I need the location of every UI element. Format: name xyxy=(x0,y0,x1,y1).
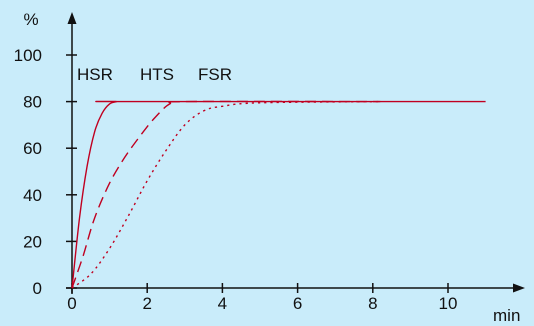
x-axis-label: min xyxy=(493,306,520,325)
axes xyxy=(66,12,525,294)
x-tick-label: 4 xyxy=(218,294,227,313)
x-tick-label: 0 xyxy=(67,294,76,313)
series-label-fsr: FSR xyxy=(198,65,232,84)
series-label-hsr: HSR xyxy=(77,65,113,84)
x-tick-label: 2 xyxy=(142,294,151,313)
y-tick-label: 0 xyxy=(33,279,42,298)
x-tick-label: 8 xyxy=(368,294,377,313)
y-tick-label: 40 xyxy=(23,186,42,205)
y-tick-label: 60 xyxy=(23,139,42,158)
series-line-hts xyxy=(71,100,381,289)
x-tick-label: 6 xyxy=(293,294,302,313)
y-tick-label: 80 xyxy=(23,93,42,112)
y-tick-label: 100 xyxy=(14,46,42,65)
series-label-hts: HTS xyxy=(140,65,174,84)
series-line-hsr xyxy=(71,100,486,289)
series-line-fsr xyxy=(71,100,381,289)
x-axis-arrow-icon xyxy=(513,283,525,293)
series-lines: HSR HTS FSR xyxy=(71,65,486,289)
y-tick-label: 20 xyxy=(23,232,42,251)
y-axis-arrow-icon xyxy=(67,12,77,24)
y-axis-label: % xyxy=(23,10,38,29)
x-tick-label: 10 xyxy=(439,294,458,313)
